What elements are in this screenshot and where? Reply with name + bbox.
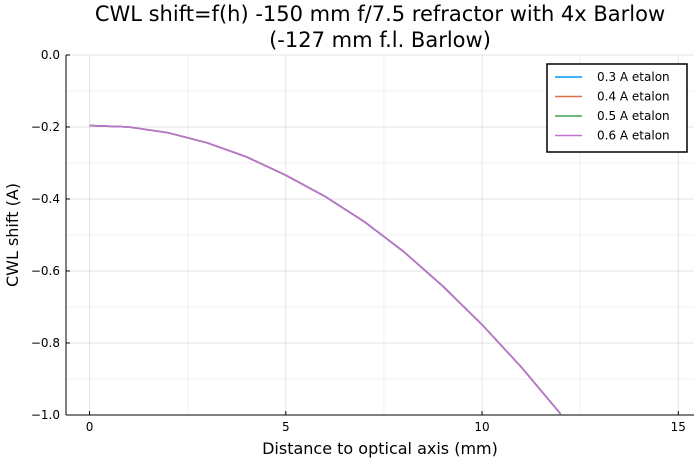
y-tick-label: −1.0 [31,408,60,422]
x-tick-label: 5 [282,420,290,434]
x-axis-label: Distance to optical axis (mm) [262,439,498,458]
series-lines [89,124,562,415]
y-tick-label: −0.6 [31,264,60,278]
legend-label-2: 0.5 A etalon [597,109,670,123]
y-ticks: 0.0 −0.2 −0.4 −0.6 −0.8 −1.0 [31,48,70,422]
chart-title-line1: CWL shift=f(h) -150 mm f/7.5 refractor w… [95,2,665,26]
series-line-1 [89,124,562,415]
x-ticks: 0 5 10 15 [86,411,686,434]
series-line-3 [89,124,562,415]
series-line-0 [89,124,562,415]
y-tick-label: −0.8 [31,336,60,350]
y-tick-label: −0.2 [31,120,60,134]
legend: 0.3 A etalon 0.4 A etalon 0.5 A etalon 0.6 … [546,63,688,153]
chart-title-line2: (-127 mm f.l. Barlow) [269,28,491,52]
legend-box [546,63,688,153]
x-tick-label: 15 [671,420,686,434]
y-axis-label: CWL shift (A) [3,183,22,287]
x-tick-label: 0 [86,420,94,434]
series-line-2 [89,124,562,415]
x-tick-label: 10 [474,420,489,434]
legend-label-3: 0.6 A etalon [597,129,670,143]
legend-label-1: 0.4 A etalon [597,90,670,104]
y-tick-label: −0.4 [31,192,60,206]
legend-label-0: 0.3 A etalon [597,70,670,84]
y-tick-label: 0.0 [41,48,60,62]
